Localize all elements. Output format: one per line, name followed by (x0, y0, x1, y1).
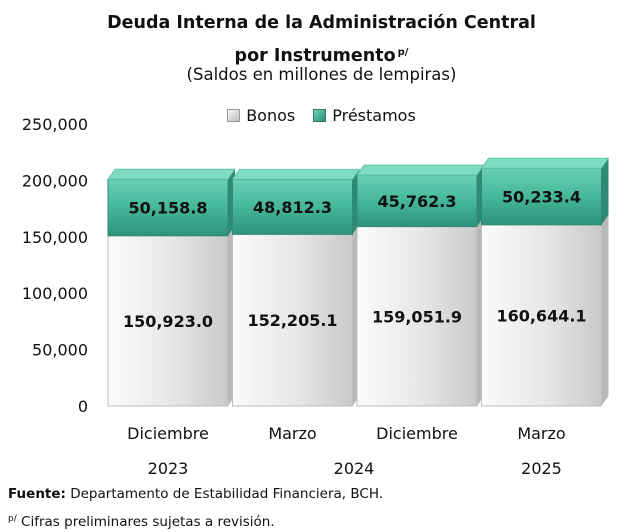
y-tick-label: 100,000 (22, 284, 88, 303)
bar-prestamos (356, 174, 478, 228)
data-label-bonos: 152,205.1 (247, 311, 337, 330)
legend-label-prestamos: Préstamos (332, 106, 416, 125)
x-year-label: 2023 (148, 459, 189, 478)
bar-prestamos-top (356, 164, 485, 176)
y-tick-label: 50,000 (32, 341, 88, 360)
y-tick-label: 200,000 (22, 171, 88, 190)
x-year-label: 2024 (334, 459, 375, 478)
legend-label-bonos: Bonos (246, 106, 296, 125)
bar-prestamos (232, 178, 353, 235)
bar-prestamos-top (480, 157, 610, 169)
preliminary-note: p/ Cifras preliminares sujetas a revisió… (8, 510, 275, 531)
x-year-label: 2025 (521, 459, 562, 478)
bar-prestamos (481, 167, 602, 226)
x-category-label: Marzo (268, 424, 316, 443)
preliminary-mark: p/ (8, 514, 17, 524)
data-label-bonos: 150,923.0 (123, 312, 213, 331)
bar-bonos (232, 233, 353, 407)
x-category-label: Diciembre (127, 424, 209, 443)
data-label-prestamos: 50,158.8 (129, 198, 208, 217)
source-note: Fuente: Departamento de Estabilidad Fina… (8, 485, 383, 503)
y-tick-label: 150,000 (22, 228, 88, 247)
title-superscript: p/ (397, 47, 409, 58)
source-text: Departamento de Estabilidad Financiera, … (65, 486, 384, 502)
chart-title-text: por Instrumento (234, 46, 396, 66)
bar-bonos (356, 226, 478, 407)
bar-prestamos-top (231, 168, 361, 180)
chart-title-line1: Deuda Interna de la Administración Centr… (107, 13, 536, 33)
chart-subtitle: (Saldos en millones de lempiras) (186, 65, 457, 84)
legend-swatch-bonos (227, 109, 241, 122)
data-label-bonos: 159,051.9 (372, 307, 462, 326)
data-label-prestamos: 48,812.3 (253, 198, 332, 217)
bar-prestamos-side (601, 158, 609, 225)
legend-item-bonos: Bonos (227, 106, 295, 125)
x-category-label: Diciembre (376, 424, 458, 443)
preliminary-text: Cifras preliminares sujetas a revisión. (16, 514, 275, 530)
data-label-bonos: 160,644.1 (496, 306, 586, 325)
bar-prestamos-top (107, 168, 236, 180)
data-label-prestamos: 45,762.3 (378, 192, 457, 211)
data-label-prestamos: 50,233.4 (502, 187, 581, 206)
legend-swatch-prestamos (313, 109, 327, 122)
legend-item-prestamos: Préstamos (313, 106, 416, 125)
bar-bonos-side (601, 214, 609, 406)
chart-legend: Bonos Préstamos (0, 106, 643, 125)
chart-title-line2: por Instrumento p/ (0, 42, 643, 67)
y-tick-label: 250,000 (22, 115, 88, 134)
y-tick-label: 0 (78, 397, 88, 416)
source-label: Fuente: (8, 486, 66, 502)
bar-bonos (107, 235, 229, 407)
x-category-label: Marzo (517, 424, 565, 443)
bar-bonos (481, 224, 602, 407)
